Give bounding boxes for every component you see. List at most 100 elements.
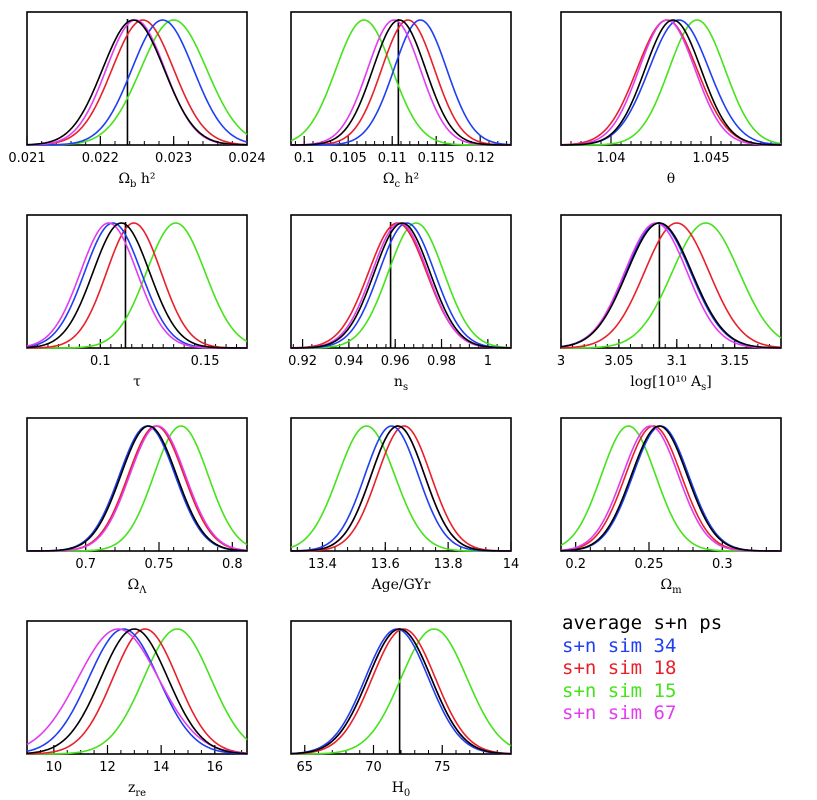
tick-label: 1 [484,354,492,369]
panel-omega-lambda: 0.7 0.75 0.8 ΩΛ [26,417,248,596]
tick-label: 0.96 [381,354,410,369]
legend-entry-sim-34: s+n sim 34 [562,634,677,657]
panel-tau: 0.1 0.15 τ [26,214,248,390]
panel-frame [290,620,512,755]
panel-omega-c: 0.1 0.105 0.11 0.115 0.12 Ωc h² [290,11,512,190]
curve-s-n-sim-15 [561,222,782,349]
tick-label: 0.98 [427,354,456,369]
tick-label: 65 [296,760,313,775]
curve-s-n-sim-34 [291,19,512,146]
tick-label: 10 [46,760,63,775]
curve-s-n-sim-67 [27,425,248,552]
curve-s-n-sim-15 [291,222,512,349]
curve-average-s-n-ps [291,19,511,146]
tick-label: 3.1 [666,354,687,369]
axis-label: Ωc h² [383,171,419,190]
curve-average-s-n-ps [26,19,248,146]
tick-label: 0.115 [418,151,455,166]
axis-label: log[10¹⁰ As] [630,374,712,393]
curve-s-n-sim-67 [26,628,248,755]
axis-label: zre [128,780,146,799]
curve-s-n-sim-18 [26,628,248,755]
curve-s-n-sim-15 [27,628,248,755]
tick-label: 12 [99,760,116,775]
panel-log-as: 3 3.05 3.1 3.15 log[10¹⁰ As] [557,214,782,393]
panel-omega-m: 0.2 0.25 0.3 Ωm [560,417,782,596]
tick-label: 0.15 [191,354,220,369]
curve-s-n-sim-18 [26,222,248,349]
axis-label: ns [394,374,408,393]
curve-average-s-n-ps [26,628,248,755]
curve-s-n-sim-18 [26,19,248,146]
tick-label: 0.92 [288,354,317,369]
tick-label: 0.94 [334,354,363,369]
axis-label: τ [133,374,141,390]
tick-label: 0.021 [8,151,45,166]
curve-s-n-sim-34 [290,628,512,755]
curve-s-n-sim-15 [290,425,511,552]
curve-s-n-sim-18 [291,425,512,552]
curve-s-n-sim-67 [560,19,782,146]
tick-label: 13.6 [371,557,400,572]
curve-s-n-sim-18 [27,425,248,552]
axis-label: ΩΛ [128,577,148,596]
curve-s-n-sim-15 [27,19,248,146]
curve-s-n-sim-34 [26,628,248,755]
tick-label: 3.15 [720,354,749,369]
legend-entry-sim-67: s+n sim 67 [562,702,677,724]
curve-average-s-n-ps [560,425,781,552]
curve-s-n-sim-18 [560,19,782,146]
curve-s-n-sim-67 [560,425,781,552]
panel-z-re: 10 12 14 16 zre [26,620,248,799]
tick-label: 0.3 [712,557,733,572]
legend: average s+n ps s+n sim 34 s+n sim 18 s+n… [562,612,722,725]
curve-s-n-sim-34 [290,222,512,349]
panel-frame [560,417,782,552]
panel-frame [26,620,248,755]
curve-average-s-n-ps [560,19,782,146]
tick-label: 0.8 [222,557,243,572]
tick-label: 14 [153,760,170,775]
tick-label: 0.7 [75,557,96,572]
panel-omega-b: 0.021 0.022 0.023 0.024 Ωb h² [8,11,266,190]
panel-frame [290,417,512,552]
curve-s-n-sim-15 [560,425,781,552]
legend-entry-average: average s+n ps [562,612,723,634]
curve-s-n-sim-34 [27,19,248,146]
panel-frame [26,214,248,349]
tick-label: 75 [434,760,451,775]
panel-frame [26,417,248,552]
panel-frame [26,11,248,146]
tick-label: 13.4 [308,557,337,572]
curve-s-n-sim-18 [560,222,782,349]
tick-label: 3 [557,354,565,369]
panel-frame [560,11,782,146]
panel-h0: 65 70 75 H0 [290,620,512,799]
curve-average-s-n-ps [290,425,511,552]
curve-s-n-sim-15 [291,628,512,755]
tick-label: 1.04 [597,151,626,166]
curve-s-n-sim-67 [560,222,782,349]
curve-s-n-sim-34 [560,222,782,349]
curve-s-n-sim-15 [561,19,782,146]
curve-s-n-sim-67 [290,628,512,755]
curve-s-n-sim-18 [560,425,781,552]
curve-s-n-sim-34 [560,19,782,146]
curve-s-n-sim-67 [290,19,511,146]
tick-label: 0.75 [145,557,174,572]
panel-theta: 1.04 1.045 θ [560,11,782,187]
curve-s-n-sim-34 [560,425,781,552]
tick-label: 0.1 [294,151,315,166]
panel-n-s: 0.92 0.94 0.96 0.98 1 ns [288,214,512,393]
axis-label: Age/GYr [371,577,431,593]
legend-entry-sim-18: s+n sim 18 [562,657,677,679]
tick-label: 0.024 [228,151,265,166]
tick-label: 0.105 [330,151,367,166]
curve-s-n-sim-15 [290,19,511,146]
tick-label: 70 [365,760,382,775]
tick-label: 0.022 [82,151,119,166]
tick-label: 13.8 [434,557,463,572]
tick-label: 0.2 [565,557,586,572]
tick-label: 3.05 [604,354,633,369]
curve-s-n-sim-15 [27,222,248,349]
